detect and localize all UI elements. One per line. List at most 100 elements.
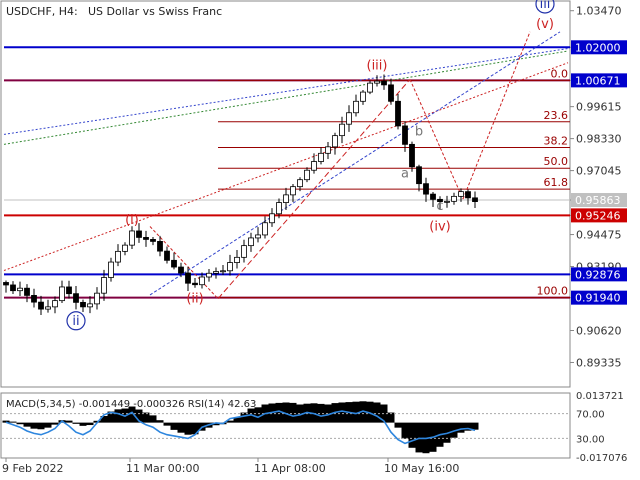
candle-body xyxy=(45,306,51,310)
y-tick-label-13: 0.89335 xyxy=(576,356,622,369)
price-box-label-1: 1.00671 xyxy=(575,74,621,87)
wave-line-iii-iv xyxy=(409,79,464,200)
macd-bar xyxy=(163,422,171,426)
y-tick-label-5: 0.97045 xyxy=(576,165,622,178)
price-box-2 xyxy=(571,193,627,208)
macd-bar xyxy=(464,422,472,431)
price-box-label-5: 0.91940 xyxy=(575,292,621,305)
y-tick-label-8: 0.94475 xyxy=(576,229,622,242)
candle-body xyxy=(199,276,205,286)
macd-bar xyxy=(30,422,38,429)
macd-bar xyxy=(149,415,157,423)
x-tick-label-2: 11 Apr 08:00 xyxy=(254,462,326,475)
macd-bar xyxy=(100,415,108,423)
macd-bar xyxy=(387,412,395,423)
candle-body xyxy=(129,230,135,246)
candle-body xyxy=(332,135,338,148)
candle-body xyxy=(451,195,457,202)
fibonacci-levels: 0.0 23.6 38.2 50.0 61.8 100.0 xyxy=(218,67,570,299)
indicator-label: MACD(5,34,5) -0.001449 -0.000326 RSI(14)… xyxy=(6,399,256,410)
candle-body xyxy=(234,256,240,263)
price-box-1 xyxy=(571,73,627,88)
candle-body xyxy=(367,82,373,93)
candle-body xyxy=(353,100,359,114)
macd-bar xyxy=(275,402,283,423)
macd-bar xyxy=(366,401,374,423)
candle-body xyxy=(311,161,317,171)
trend-lines xyxy=(3,31,569,299)
wave-circle-5 xyxy=(66,311,86,331)
candle-body xyxy=(220,270,226,273)
macd-bar xyxy=(415,422,423,453)
candle-body xyxy=(248,237,254,247)
candle-body xyxy=(465,191,471,199)
candle-body xyxy=(59,286,65,302)
candle-body xyxy=(423,183,429,195)
wave-label-7: a xyxy=(401,166,409,181)
candle-body xyxy=(374,80,380,84)
price-box-label-2: 0.95863 xyxy=(575,194,621,207)
macd-bar xyxy=(373,402,381,423)
candle-body xyxy=(52,300,58,308)
macd-bar xyxy=(177,422,185,433)
macd-bar xyxy=(324,404,332,423)
candle-body xyxy=(157,241,163,252)
macd-bar xyxy=(282,402,290,423)
y-tick-label-4: 0.98330 xyxy=(576,133,622,146)
candle-body xyxy=(283,194,289,203)
price-box-3 xyxy=(571,208,627,223)
candle-body xyxy=(395,100,401,127)
wave-label-3: (iv) xyxy=(429,220,450,235)
candle-body xyxy=(346,112,352,125)
candle-body xyxy=(255,234,261,239)
macd-bar xyxy=(296,404,304,423)
macd-bar xyxy=(170,422,178,430)
macd-bar xyxy=(184,422,192,435)
y-tick-label-12: 0.90620 xyxy=(576,325,622,338)
macd-bar xyxy=(352,401,360,423)
sub-y-tick-label-1: 70.00 xyxy=(576,410,605,421)
candle-body xyxy=(430,193,436,200)
wave-label-0: (i) xyxy=(125,213,139,228)
macd-bar xyxy=(408,422,416,448)
macd-bar xyxy=(114,409,122,423)
price-boxes: 1.02000 1.00671 0.95863 0.95246 0.92876 0.919… xyxy=(571,40,627,305)
fib-label-0: 0.0 xyxy=(551,67,569,80)
macd-bar xyxy=(471,422,479,430)
candle-body xyxy=(192,282,198,286)
candle-body xyxy=(38,301,44,310)
main-window-frame xyxy=(0,0,571,388)
candle-body xyxy=(318,152,324,162)
candle-body xyxy=(73,293,79,303)
candle-body xyxy=(80,301,86,308)
candle-body xyxy=(437,198,443,202)
macd-bar xyxy=(65,420,73,423)
candle-body xyxy=(24,287,30,296)
candle-body xyxy=(94,292,100,305)
wave-label-1: (ii) xyxy=(186,291,203,306)
candle-body xyxy=(101,277,107,294)
price-candles xyxy=(3,74,478,316)
candle-body xyxy=(402,125,408,145)
candle-body xyxy=(213,271,219,274)
price-box-label-0: 1.02000 xyxy=(575,41,621,54)
macd-bar xyxy=(37,422,45,430)
y-tick-label-0: 1.03470 xyxy=(576,5,622,18)
channel-line-red xyxy=(3,62,569,271)
macd-bar xyxy=(86,422,94,426)
fib-label-5: 100.0 xyxy=(537,285,569,298)
wave-circle-6 xyxy=(535,0,555,14)
candle-body xyxy=(66,286,72,295)
candle-body xyxy=(241,245,247,258)
macd-bar xyxy=(233,417,241,423)
macd-bar xyxy=(142,412,150,423)
macd-bar xyxy=(128,406,136,423)
candle-body xyxy=(325,146,331,154)
candle-body xyxy=(136,230,142,238)
y-tick-label-3: 0.99615 xyxy=(576,101,622,114)
wave-line-iv-v xyxy=(462,31,531,200)
macd-bar xyxy=(338,402,346,423)
wave-label-8: b xyxy=(415,125,423,140)
